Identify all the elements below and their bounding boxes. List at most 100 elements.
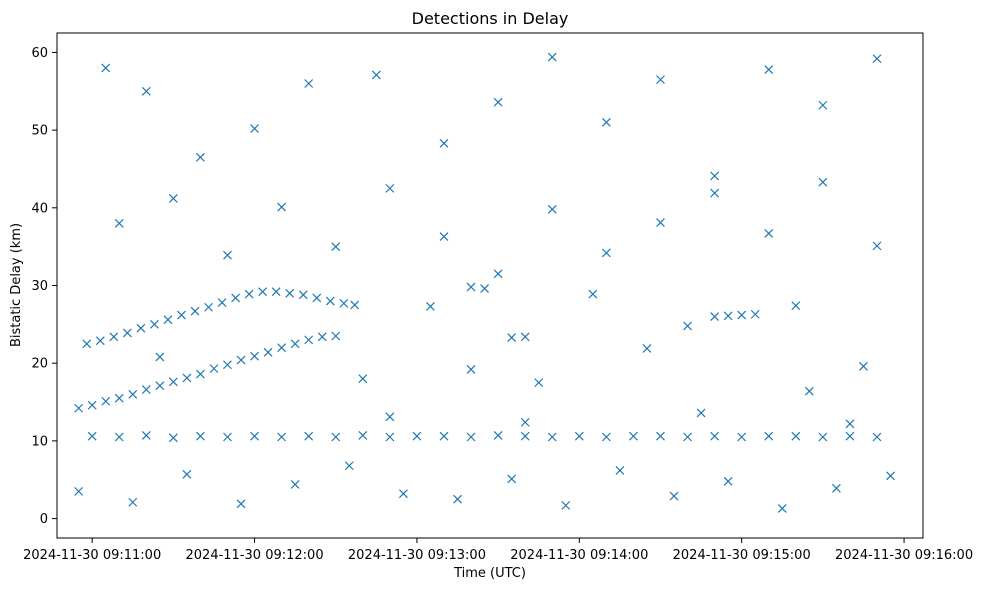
data-point bbox=[204, 302, 213, 312]
y-tick-label: 0 bbox=[40, 512, 48, 527]
data-point bbox=[312, 293, 322, 303]
data-point bbox=[385, 412, 395, 422]
data-point bbox=[601, 248, 611, 258]
data-point bbox=[547, 432, 557, 442]
data-point bbox=[304, 335, 314, 345]
data-point bbox=[290, 479, 300, 489]
data-point bbox=[74, 403, 84, 413]
data-point bbox=[683, 321, 692, 331]
data-point bbox=[615, 465, 625, 475]
data-point bbox=[263, 347, 273, 357]
y-tick-label: 30 bbox=[31, 279, 48, 294]
data-point bbox=[439, 431, 449, 441]
data-point bbox=[872, 432, 882, 442]
data-point bbox=[209, 364, 219, 374]
data-point bbox=[629, 431, 638, 441]
data-point bbox=[128, 497, 138, 507]
data-point bbox=[723, 311, 733, 321]
data-point bbox=[574, 431, 584, 441]
data-point bbox=[304, 431, 314, 441]
data-point bbox=[331, 331, 341, 341]
data-point bbox=[750, 309, 760, 319]
data-point bbox=[177, 310, 186, 320]
data-point bbox=[358, 374, 368, 384]
data-point bbox=[656, 218, 665, 227]
data-point bbox=[331, 432, 341, 442]
data-point bbox=[412, 431, 422, 441]
data-point bbox=[547, 204, 557, 214]
data-point bbox=[244, 289, 254, 299]
data-point bbox=[150, 319, 159, 329]
x-tick-label: 2024-11-30 09:15:00 bbox=[673, 548, 811, 563]
data-point bbox=[325, 296, 335, 306]
data-point bbox=[520, 332, 530, 342]
data-point bbox=[101, 396, 111, 406]
data-point bbox=[371, 70, 381, 80]
data-point bbox=[285, 288, 295, 298]
data-point bbox=[114, 432, 124, 442]
data-point bbox=[182, 469, 192, 479]
data-point bbox=[547, 52, 557, 62]
data-point bbox=[277, 343, 287, 353]
plot-frame bbox=[56, 32, 924, 539]
data-point bbox=[764, 431, 774, 441]
data-point bbox=[217, 298, 227, 308]
data-point bbox=[339, 298, 349, 308]
data-point bbox=[122, 328, 132, 338]
data-point bbox=[696, 408, 706, 418]
data-point bbox=[141, 385, 151, 395]
data-point bbox=[886, 471, 895, 481]
data-point bbox=[859, 361, 868, 371]
data-point bbox=[155, 381, 165, 391]
data-point bbox=[588, 289, 598, 299]
data-point bbox=[818, 177, 828, 187]
chart-title: Detections in Delay bbox=[412, 9, 569, 28]
data-point bbox=[845, 431, 855, 441]
data-point bbox=[182, 373, 192, 383]
data-point bbox=[520, 431, 530, 441]
data-point bbox=[168, 194, 178, 203]
data-point bbox=[534, 378, 544, 388]
data-point bbox=[791, 301, 801, 311]
data-point bbox=[385, 432, 395, 442]
y-axis-ticks: 0 10 20 30 40 50 60 bbox=[31, 46, 57, 527]
data-point bbox=[250, 431, 259, 441]
x-tick-label: 2024-11-30 09:14:00 bbox=[510, 548, 648, 563]
data-point bbox=[258, 287, 268, 297]
data-point bbox=[804, 386, 814, 396]
data-point bbox=[223, 250, 232, 260]
data-point bbox=[223, 360, 232, 370]
data-point bbox=[290, 339, 300, 349]
data-point bbox=[128, 389, 138, 399]
data-point bbox=[344, 461, 354, 471]
data-point bbox=[872, 54, 882, 64]
x-tick-label: 2024-11-30 09:12:00 bbox=[186, 548, 324, 563]
data-point bbox=[818, 100, 828, 110]
data-point bbox=[683, 432, 692, 442]
x-tick-label: 2024-11-30 09:13:00 bbox=[348, 548, 486, 563]
data-point bbox=[507, 333, 517, 342]
x-tick-label: 2024-11-30 09:16:00 bbox=[835, 548, 973, 563]
data-point bbox=[831, 483, 841, 493]
data-point bbox=[764, 229, 774, 238]
data-point bbox=[271, 287, 281, 297]
x-axis-label: Time (UTC) bbox=[453, 566, 526, 581]
y-tick-label: 20 bbox=[31, 357, 48, 372]
y-tick-label: 60 bbox=[31, 46, 48, 61]
data-point bbox=[114, 393, 124, 403]
data-point bbox=[155, 352, 165, 362]
data-point bbox=[777, 504, 787, 513]
data-point bbox=[737, 432, 747, 442]
data-point bbox=[196, 152, 205, 162]
plot-background bbox=[57, 33, 923, 538]
data-point bbox=[818, 432, 828, 442]
data-point bbox=[87, 431, 97, 441]
data-point bbox=[480, 284, 490, 294]
data-point bbox=[764, 65, 774, 74]
data-point bbox=[141, 86, 151, 96]
data-point bbox=[520, 417, 530, 427]
data-point bbox=[196, 369, 205, 379]
data-point bbox=[168, 377, 178, 387]
data-point bbox=[250, 124, 259, 133]
